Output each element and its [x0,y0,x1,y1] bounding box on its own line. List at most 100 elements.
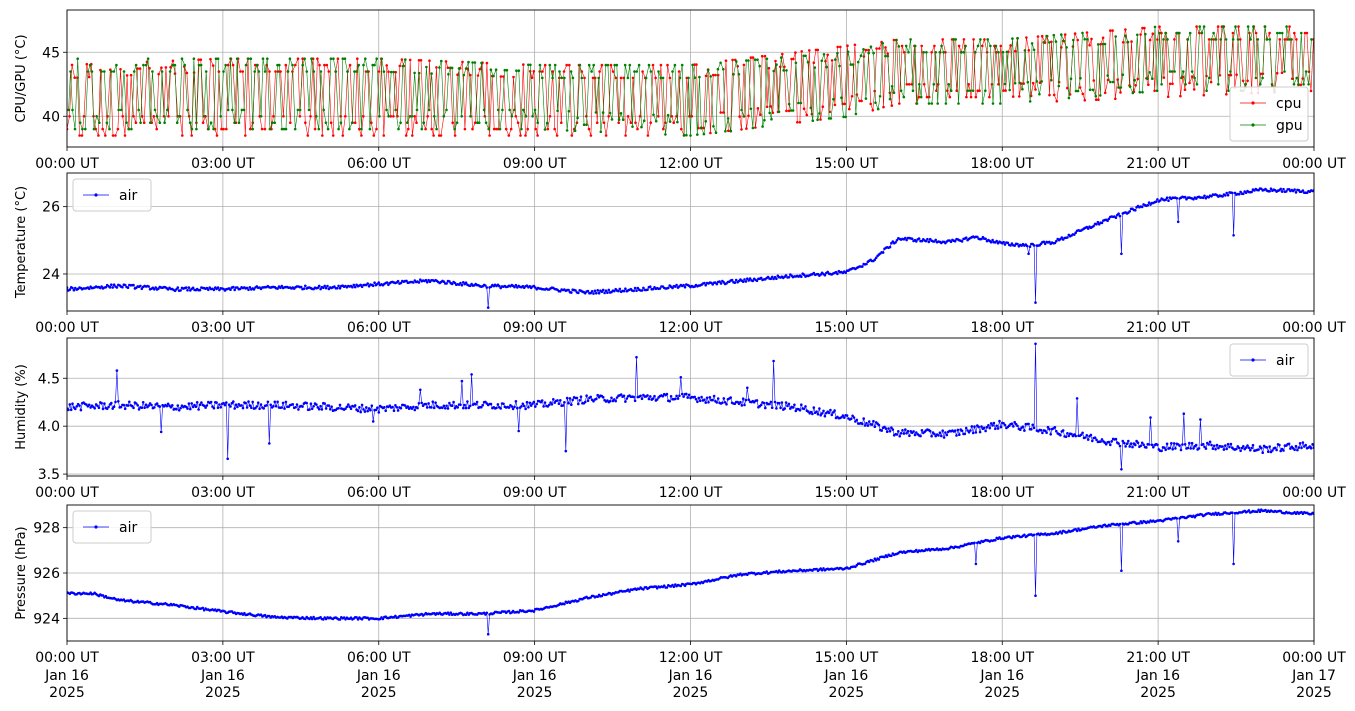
data-point [598,70,601,73]
data-point [976,44,980,48]
data-point [194,405,198,409]
data-point [515,69,518,72]
x-tick-label: 03:00 UT [191,650,255,666]
data-point [1110,440,1113,443]
data-point [73,76,76,79]
data-point [1121,439,1125,443]
data-point [1136,441,1140,445]
x-tick-label: 00:00 UT [35,156,99,172]
data-point [1268,38,1272,41]
data-point [797,101,800,105]
data-point [1170,442,1173,445]
data-point [1085,434,1089,437]
data-point [175,288,178,291]
data-point [873,258,877,262]
data-point [466,611,469,615]
data-point [722,111,725,114]
data-point [659,76,663,80]
data-point [890,85,894,88]
data-point [652,113,655,117]
data-point [1236,38,1240,41]
data-point [360,285,364,289]
data-point [661,76,665,80]
data-point [1094,94,1098,98]
data-point [520,127,523,131]
data-point [928,429,932,433]
data-point [675,283,678,287]
data-point [1062,39,1066,43]
data-point [545,121,549,125]
data-point [239,70,242,73]
data-point [245,286,249,290]
data-point [434,401,437,405]
data-point [964,426,968,430]
data-point [606,63,610,67]
data-point [995,239,998,243]
data-point [1059,433,1062,437]
data-point [1294,444,1298,448]
data-point [1106,219,1109,222]
data-point [462,406,465,410]
data-point [425,65,428,69]
data-point [1025,36,1028,39]
data-point [1019,428,1022,432]
data-point [396,279,400,283]
data-point [484,284,487,287]
data-point [635,289,638,293]
data-point [1217,446,1220,450]
data-point [1189,447,1192,450]
data-point [188,121,192,124]
data-point [977,425,980,429]
data-point [1009,244,1012,247]
data-point [516,121,520,124]
data-point [666,63,669,67]
data-point [543,128,547,131]
data-point [583,400,587,404]
data-point [674,397,677,401]
data-point [589,395,592,399]
data-point [1278,31,1282,35]
data-point [816,412,820,416]
data-point [1224,194,1227,197]
data-point [498,127,502,131]
data-point [600,63,604,67]
data-point [1273,446,1277,450]
data-point [530,76,534,79]
data-point [815,567,818,571]
data-point [1013,244,1016,247]
data-point [199,63,203,67]
data-point [1297,446,1301,449]
data-point [240,108,244,112]
data-point [1114,35,1117,38]
data-point [927,95,931,99]
data-point [1118,444,1122,448]
data-point [1268,31,1271,35]
data-point [110,70,113,73]
data-point [411,134,414,137]
data-point [417,71,421,75]
data-point [1139,33,1142,36]
data-point [777,110,781,114]
data-point [1228,445,1231,449]
data-point [823,273,827,277]
data-point [1280,71,1284,75]
data-point [1216,25,1220,28]
data-point [962,51,965,54]
data-point [1148,71,1151,74]
data-point [610,396,613,400]
data-point [846,50,850,54]
data-point [1176,220,1180,224]
data-point [160,66,163,69]
data-point [249,127,252,131]
data-point [476,121,479,124]
data-point [413,408,417,412]
data-point [171,404,174,407]
data-point [747,279,750,282]
data-point [998,419,1001,423]
data-point [722,397,726,400]
data-point [888,97,892,101]
x-tick-label: 21:00 UT [1126,156,1190,172]
data-point [949,89,953,92]
data-point [800,403,803,407]
y-axis-label: Temperature (°C) [14,186,29,299]
